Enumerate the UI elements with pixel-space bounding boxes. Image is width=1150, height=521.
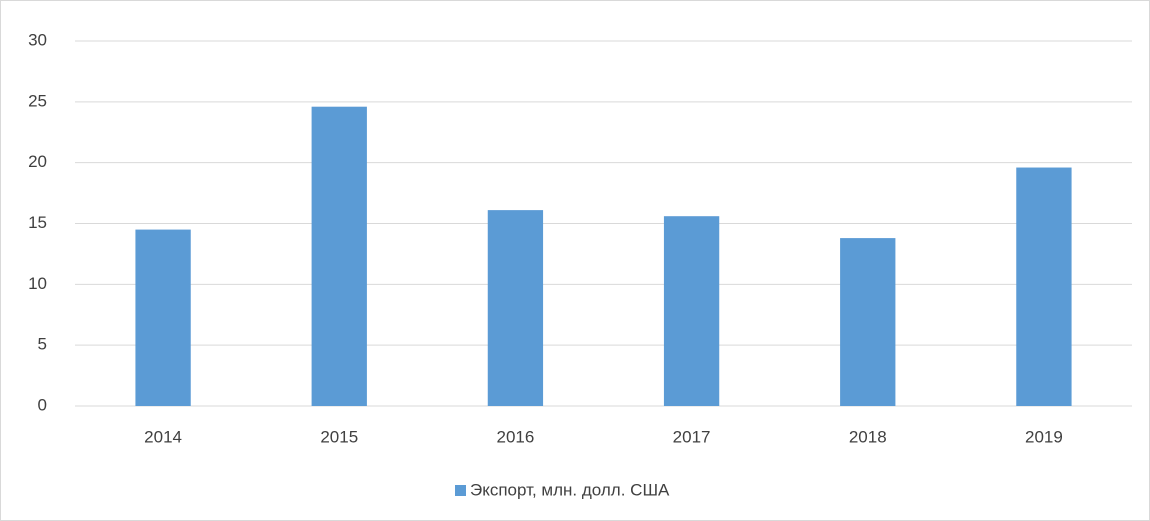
x-tick-label: 2018 bbox=[849, 427, 887, 446]
bar bbox=[663, 216, 720, 406]
y-tick-label: 0 bbox=[38, 395, 47, 414]
bar bbox=[840, 238, 896, 406]
x-tick-label: 2017 bbox=[673, 427, 711, 446]
bar bbox=[311, 106, 367, 406]
x-tick-label: 2015 bbox=[320, 427, 358, 446]
y-tick-label: 5 bbox=[38, 335, 47, 354]
legend-label: Экспорт, млн. долл. США bbox=[470, 480, 670, 499]
y-tick-label: 10 bbox=[28, 274, 47, 293]
y-tick-label: 25 bbox=[28, 91, 47, 110]
legend-swatch bbox=[455, 485, 466, 496]
bar bbox=[135, 229, 191, 406]
bar bbox=[1016, 167, 1072, 406]
y-tick-label: 20 bbox=[28, 152, 47, 171]
x-tick-label: 2019 bbox=[1025, 427, 1063, 446]
bar bbox=[487, 210, 544, 406]
x-tick-label: 2014 bbox=[144, 427, 182, 446]
x-tick-label: 2016 bbox=[497, 427, 535, 446]
y-tick-label: 15 bbox=[28, 213, 47, 232]
y-tick-label: 30 bbox=[28, 30, 47, 49]
